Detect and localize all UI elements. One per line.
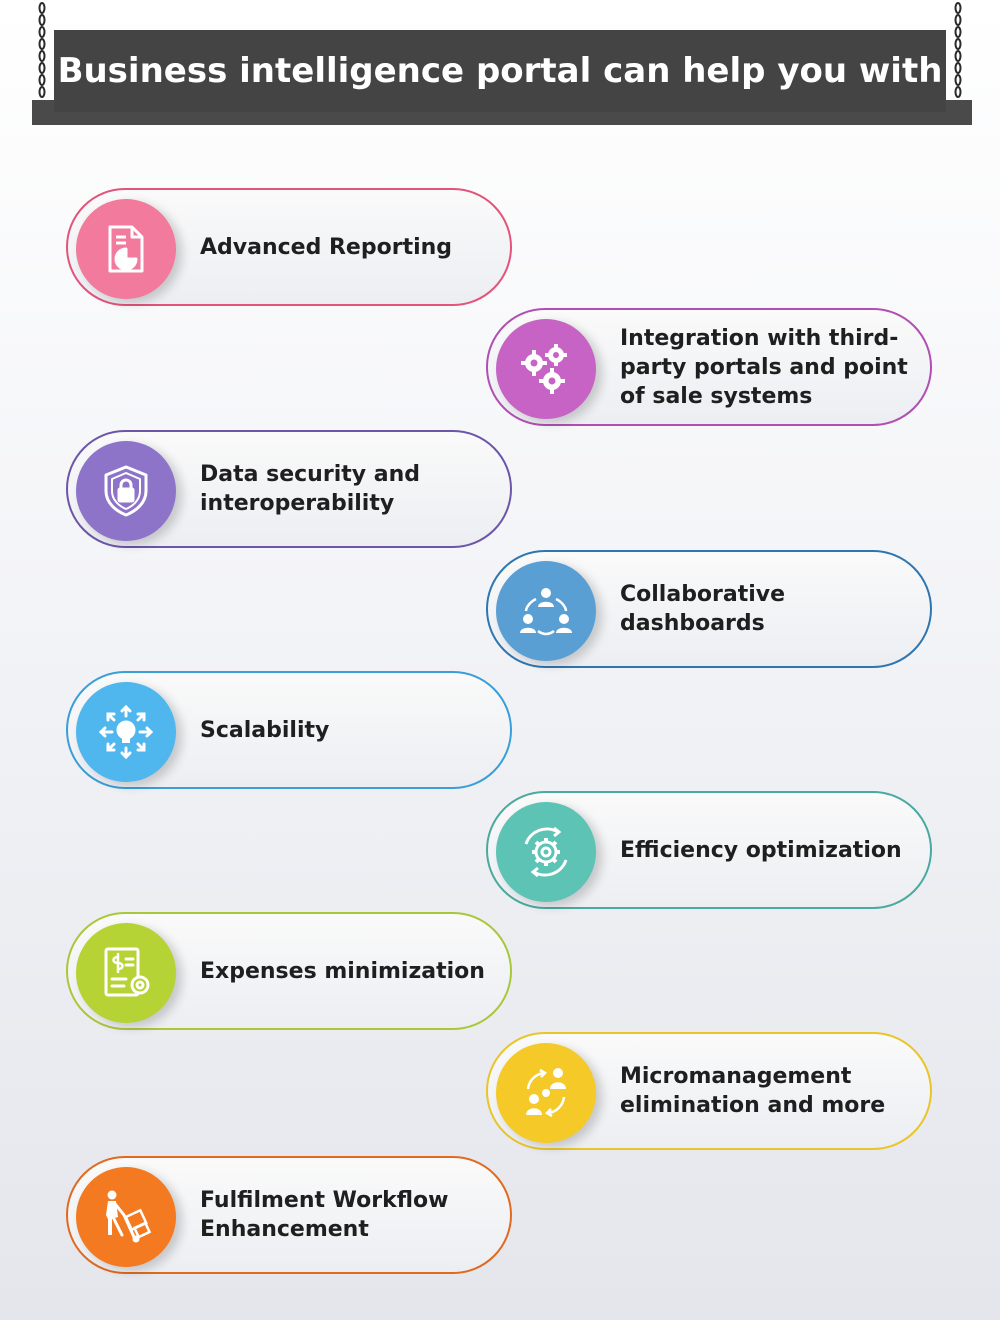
feature-label: Scalability	[200, 717, 330, 743]
feature-integration: Integration with third-party portals and…	[486, 308, 932, 426]
feature-fulfilment-workflow: Fulfilment Workflow Enhancement	[66, 1156, 512, 1274]
feature-label: Data security and interoperability	[200, 462, 421, 516]
delivery-icon	[76, 1167, 176, 1267]
feature-label: Expenses minimization	[200, 958, 485, 984]
feature-micromanagement-elimination: Micromanagement elimination and more	[486, 1032, 932, 1150]
hanging-chain-right-icon	[954, 2, 962, 98]
feature-label: Integration with third-party portals and…	[620, 325, 908, 409]
scale-bulb-icon	[76, 682, 176, 782]
title-banner: Business intelligence portal can help yo…	[54, 30, 946, 112]
feature-collaborative-dashboards: Collaborative dashboards	[486, 550, 932, 668]
shield-lock-icon	[76, 441, 176, 541]
expense-doc-icon	[76, 923, 176, 1023]
feature-advanced-reporting: Advanced Reporting	[66, 188, 512, 306]
gears-icon	[496, 319, 596, 419]
gear-cycle-icon	[496, 802, 596, 902]
feature-data-security: Data security and interoperability	[66, 430, 512, 548]
feature-label: Advanced Reporting	[200, 234, 453, 260]
feature-label: Fulfilment Workflow Enhancement	[200, 1188, 449, 1242]
feature-efficiency-optimization: Efficiency optimization	[486, 791, 932, 909]
people-cycle-icon	[496, 1043, 596, 1143]
report-icon	[76, 199, 176, 299]
team-icon	[496, 561, 596, 661]
feature-label: Micromanagement elimination and more	[620, 1064, 886, 1118]
feature-scalability: Scalability	[66, 671, 512, 789]
feature-label: Collaborative dashboards	[620, 582, 786, 636]
page-title: Business intelligence portal can help yo…	[57, 51, 943, 91]
hanging-chain-left-icon	[38, 2, 46, 98]
feature-label: Efficiency optimization	[620, 837, 902, 863]
feature-expenses-minimization: Expenses minimization	[66, 912, 512, 1030]
